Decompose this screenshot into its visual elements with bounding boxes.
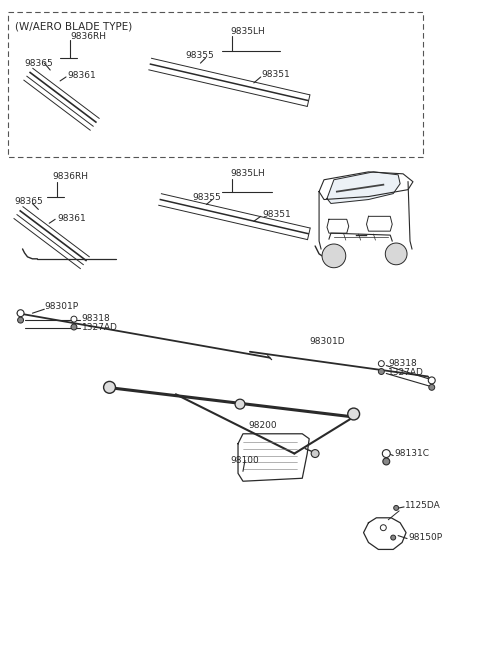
Circle shape	[385, 243, 407, 265]
Text: 1327AD: 1327AD	[82, 323, 118, 331]
Polygon shape	[327, 172, 400, 203]
Circle shape	[378, 360, 384, 366]
Text: 98361: 98361	[57, 214, 86, 223]
Circle shape	[380, 525, 386, 531]
Text: 98301D: 98301D	[309, 337, 345, 346]
Text: 98351: 98351	[262, 71, 290, 79]
Circle shape	[311, 449, 319, 457]
Circle shape	[429, 384, 435, 390]
Circle shape	[18, 317, 24, 323]
Circle shape	[383, 449, 390, 457]
Text: 98318: 98318	[388, 359, 417, 368]
Circle shape	[348, 408, 360, 420]
Circle shape	[383, 458, 390, 465]
Text: 9836RH: 9836RH	[52, 172, 88, 182]
Text: 9835LH: 9835LH	[230, 27, 265, 36]
Circle shape	[17, 310, 24, 317]
Text: 98351: 98351	[263, 210, 291, 219]
Circle shape	[104, 381, 116, 393]
Circle shape	[235, 399, 245, 409]
Text: 98365: 98365	[24, 59, 53, 67]
Circle shape	[322, 244, 346, 268]
Text: 98200: 98200	[248, 421, 276, 430]
Text: 98355: 98355	[192, 193, 221, 202]
Text: 98131C: 98131C	[394, 449, 429, 458]
Text: 98355: 98355	[186, 51, 215, 59]
Circle shape	[394, 506, 399, 510]
Text: 98100: 98100	[230, 456, 259, 465]
Circle shape	[71, 316, 77, 322]
Text: 98365: 98365	[14, 197, 43, 206]
Circle shape	[378, 368, 384, 374]
Text: 98361: 98361	[67, 71, 96, 81]
Circle shape	[391, 535, 396, 540]
Text: (W/AERO BLADE TYPE): (W/AERO BLADE TYPE)	[14, 22, 132, 32]
Text: 98150P: 98150P	[408, 533, 442, 542]
Text: 9836RH: 9836RH	[70, 32, 106, 41]
Text: 1327AD: 1327AD	[388, 368, 424, 377]
Text: 1125DA: 1125DA	[405, 502, 441, 510]
Text: 98318: 98318	[82, 314, 110, 323]
Circle shape	[428, 377, 435, 384]
Text: 98301P: 98301P	[44, 302, 78, 311]
Circle shape	[71, 324, 77, 330]
Text: 9835LH: 9835LH	[230, 170, 265, 178]
